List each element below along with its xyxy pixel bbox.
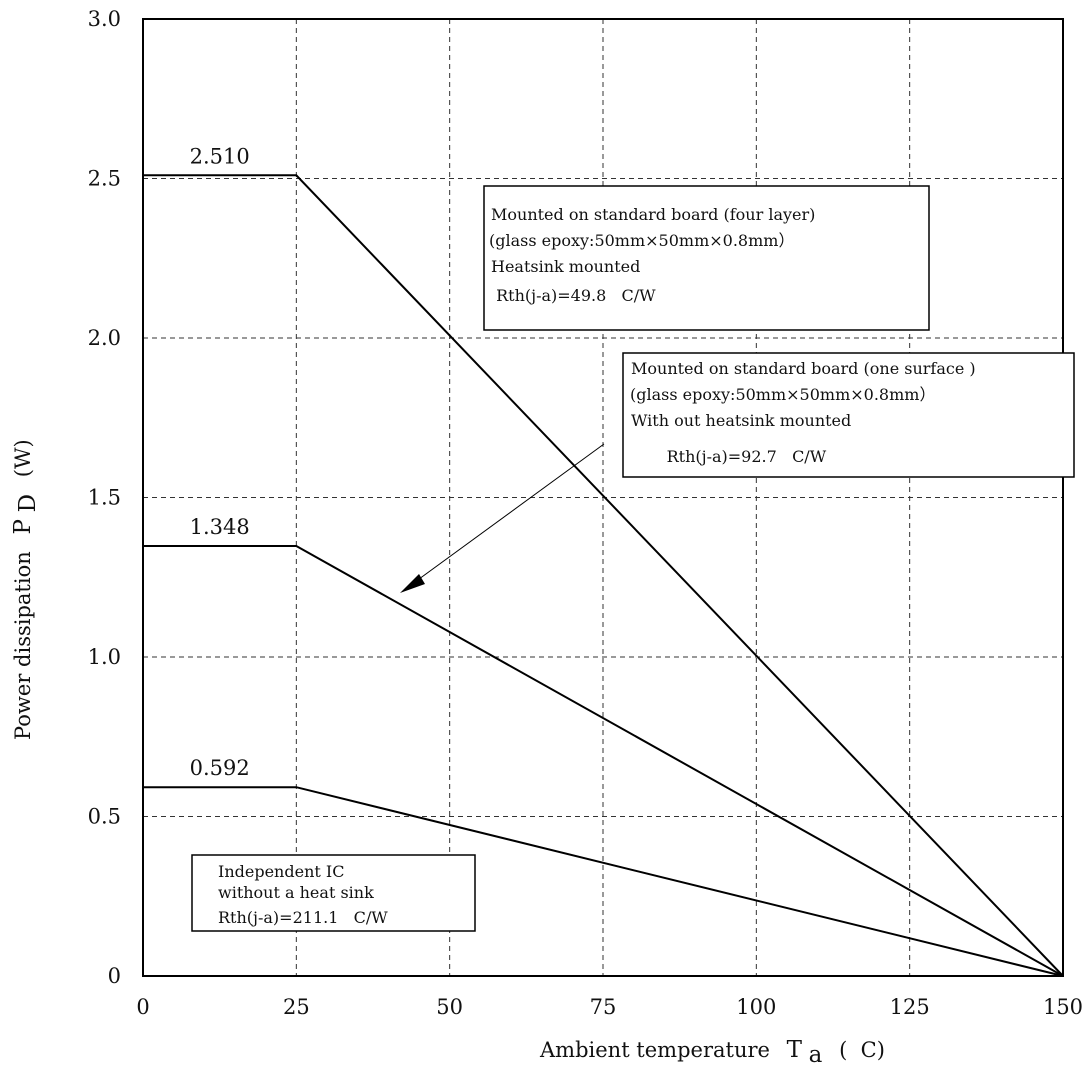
annotation-four-layer-line-2: (glass epoxy:50mm×50mm×0.8mm） <box>489 231 794 250</box>
x-axis-title-text: Ambient temperature <box>539 1038 770 1062</box>
y-axis-subscript: D <box>15 494 41 512</box>
x-tick-label: 0 <box>136 995 149 1019</box>
plot-frame <box>142 18 1064 977</box>
x-axis-unit: ( C) <box>839 1038 885 1062</box>
annotation-one-surface-line-1: Mounted on standard board (one surface ) <box>631 359 976 378</box>
annotation-one-surface-line-2: (glass epoxy:50mm×50mm×0.8mm） <box>630 385 935 404</box>
annotation-four-layer-line-1: Mounted on standard board (four layer) <box>491 205 815 224</box>
x-tick-label: 125 <box>890 995 930 1019</box>
tick-labels: 0 25 50 75 100 125 150 0 0.5 1.0 1.5 2.0 2.5 3.0 <box>88 7 1083 1019</box>
y-tick-label: 3.0 <box>88 7 121 31</box>
y-tick-label: 1.0 <box>88 645 121 669</box>
data-label-series-3: 0.592 <box>190 756 250 780</box>
series-line-2 <box>143 545 1064 977</box>
annotation-box-four-layer <box>483 185 930 331</box>
data-labels: 2.510 1.348 0.592 <box>190 144 250 780</box>
annotation-independent-line-3: Rth(j-a)=211.1 C/W <box>218 908 388 927</box>
y-tick-label: 0.5 <box>88 805 121 829</box>
grid-lines <box>143 19 1063 976</box>
annotation-independent-line-1: Independent IC <box>218 862 344 881</box>
y-tick-label: 1.5 <box>88 486 121 510</box>
y-axis-symbol: P <box>10 519 36 534</box>
x-axis-title: Ambient temperature T a ( C) <box>539 1037 885 1068</box>
x-tick-label: 75 <box>590 995 617 1019</box>
x-tick-label: 150 <box>1043 995 1083 1019</box>
y-axis-title-text: Power dissipation <box>11 551 35 740</box>
y-axis-title: Power dissipation P D (W) <box>10 439 41 740</box>
annotation-four-layer-line-3: Heatsink mounted <box>491 257 640 276</box>
annotation-independent-line-2: without a heat sink <box>218 883 374 902</box>
annotation-four-layer-line-4: Rth(j-a)=49.8 C/W <box>491 286 656 305</box>
x-axis-symbol: T <box>787 1037 803 1063</box>
data-label-series-1: 2.510 <box>190 144 250 168</box>
annotation-arrow-head <box>400 574 425 593</box>
y-tick-label: 2.5 <box>88 167 121 191</box>
x-tick-label: 25 <box>283 995 310 1019</box>
x-axis-subscript: a <box>809 1042 823 1068</box>
annotation-box-one-surface <box>622 352 1075 478</box>
series-group <box>143 174 1064 977</box>
data-label-series-2: 1.348 <box>190 515 250 539</box>
x-tick-label: 50 <box>436 995 463 1019</box>
annotation-box-independent-ic <box>191 854 476 932</box>
series-line-1 <box>143 174 1064 977</box>
annotation-one-surface-line-3: With out heatsink mounted <box>631 411 851 430</box>
x-tick-label: 100 <box>736 995 776 1019</box>
y-axis-unit: (W) <box>11 439 35 477</box>
y-tick-label: 0 <box>108 964 121 988</box>
y-tick-label: 2.0 <box>88 326 121 350</box>
annotation-arrow-line <box>403 443 605 591</box>
annotation-one-surface-line-4: Rth(j-a)=92.7 C/W <box>631 447 827 466</box>
series-line-3 <box>143 786 1064 977</box>
